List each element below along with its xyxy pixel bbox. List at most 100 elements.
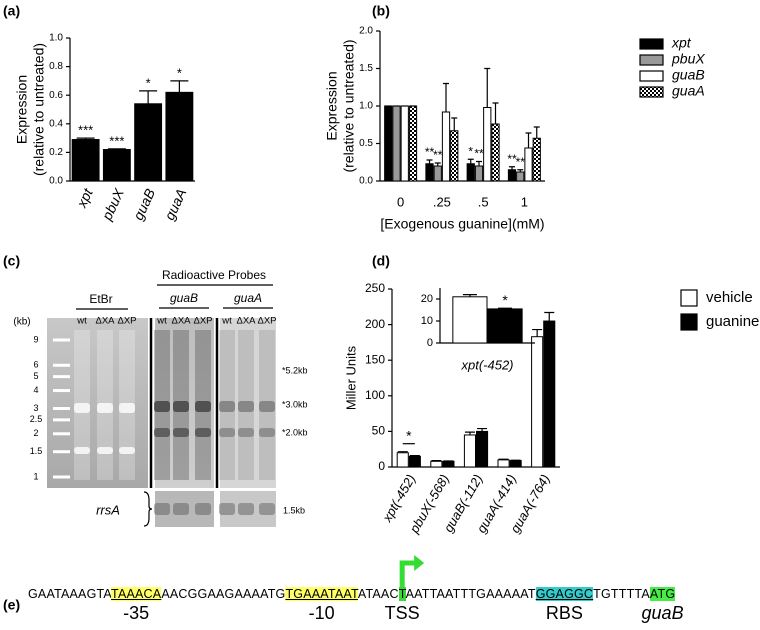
gel-band	[259, 401, 275, 412]
ladder-band	[53, 375, 70, 379]
brace	[143, 491, 153, 527]
x-tick-label: guaB	[130, 186, 158, 222]
loading-control: rrsA	[96, 502, 120, 517]
group-title: guaA	[234, 291, 262, 305]
bar	[425, 163, 434, 182]
y-tick-label: 200	[365, 317, 385, 331]
x-tick-label: pbuX	[98, 185, 127, 223]
gel-band	[259, 428, 275, 437]
error-bar	[467, 158, 474, 164]
bar	[430, 460, 443, 468]
loading-control-strip	[220, 491, 276, 527]
error-bar	[462, 294, 477, 297]
legend-swatch	[639, 38, 664, 50]
error-bar	[431, 459, 442, 462]
x-tick-label: guaA	[161, 186, 189, 222]
gel-band	[173, 401, 189, 412]
gel-band	[219, 401, 235, 412]
bar	[165, 91, 194, 182]
sequence-segment: GGAGGC	[535, 587, 594, 601]
lane-label: ΔXP	[117, 316, 136, 327]
sequence-segment: T	[398, 587, 406, 601]
panel-label: (b)	[372, 3, 390, 19]
x-axis-label: [Exogenous guanine](mM)	[380, 216, 544, 232]
sequence-label: guaB	[641, 603, 684, 623]
sequence-segment: GAATAAAGTA	[28, 587, 112, 601]
error-bar	[76, 137, 95, 140]
bar	[442, 460, 455, 468]
y-tick-label: 1.0	[49, 33, 63, 44]
error-bar	[532, 328, 543, 337]
bar	[400, 105, 409, 182]
loading-control-band	[219, 503, 235, 515]
y-tick-label: 0.8	[49, 61, 63, 72]
error-bar	[492, 102, 499, 124]
legend-label: guanine	[706, 313, 759, 330]
band-label: *3.0kb	[282, 399, 308, 409]
error-bar	[434, 162, 441, 166]
legend-label: guaB	[672, 67, 705, 83]
error-bar	[139, 90, 158, 104]
significance: **	[516, 155, 526, 169]
tss-arrowhead	[414, 555, 425, 571]
x-tick-label: xpt(-452)	[460, 357, 513, 372]
error-bar	[464, 431, 475, 435]
group-title: EtBr	[89, 292, 112, 306]
bar	[474, 165, 484, 182]
ladder-band	[53, 475, 70, 479]
y-tick-label: 1.0	[359, 101, 373, 112]
gel-band	[97, 403, 113, 413]
y-tick-label: 2.0	[359, 26, 373, 37]
error-bar	[409, 455, 420, 457]
significance: **	[425, 145, 435, 159]
significance: *	[177, 65, 182, 80]
significance: *	[146, 75, 151, 90]
bar	[408, 105, 418, 182]
loading-control-band	[259, 503, 275, 515]
y-tick-label: 0.0	[359, 176, 373, 187]
sequence-label: RBS	[545, 603, 583, 623]
error-bar	[476, 160, 482, 166]
sequence-segment: AATTAATTTGAAAAAT	[405, 587, 536, 601]
bar	[507, 169, 517, 182]
significance: ***	[109, 133, 124, 148]
loading-control-band	[154, 503, 170, 515]
gel-band	[195, 428, 211, 437]
bar	[392, 105, 401, 182]
bar	[134, 103, 163, 182]
legend-swatch	[639, 86, 664, 98]
y-tick-label: 20	[421, 293, 433, 305]
loading-control-band	[238, 503, 254, 515]
bar	[543, 320, 556, 468]
bar	[408, 455, 421, 468]
ladder-band	[53, 407, 70, 410]
gel-band	[238, 401, 254, 412]
gel-band	[154, 428, 170, 437]
gel-smear	[219, 330, 235, 480]
error-bar	[397, 451, 408, 453]
bar	[483, 107, 492, 182]
error-bar	[477, 427, 488, 432]
y-tick-label: 0.4	[49, 118, 63, 129]
x-tick-label: 1	[521, 194, 528, 209]
gel-probe	[220, 318, 276, 488]
lane-label: wt	[221, 316, 232, 327]
ladder-label: 1	[33, 471, 38, 481]
error-bar	[107, 148, 126, 150]
bar	[441, 111, 451, 182]
y-tick-label: 0	[378, 459, 385, 473]
significance: **	[507, 152, 517, 166]
significance: ***	[78, 123, 93, 138]
ladder-label: 6	[33, 360, 38, 370]
sequence-segment: ATAAC	[357, 587, 399, 601]
bar	[396, 452, 409, 468]
bar	[466, 163, 475, 182]
y-tick-label: 250	[365, 281, 385, 295]
legend-label: xpt	[671, 35, 692, 51]
bar	[450, 130, 459, 182]
loading-control-strip	[155, 491, 214, 527]
y-axis-label: Miller Units	[343, 345, 358, 410]
gel-band	[97, 447, 113, 454]
ladder-label: 9	[33, 334, 38, 344]
